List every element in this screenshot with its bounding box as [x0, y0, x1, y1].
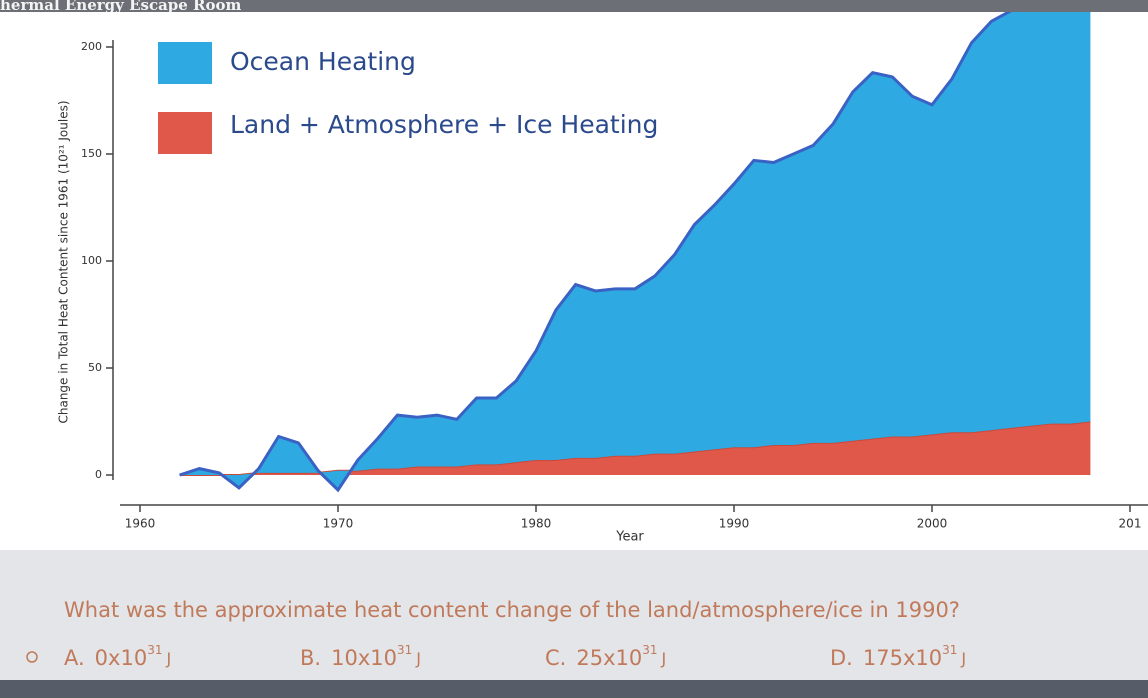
option-letter: C.: [545, 646, 566, 670]
option-unit: J: [415, 649, 421, 668]
legend-swatch: [158, 42, 212, 84]
x-axis-label: Year: [615, 530, 644, 545]
window-title: hermal Energy Escape Room: [0, 0, 242, 14]
option-unit: J: [960, 649, 966, 668]
option-exp: 31: [147, 643, 162, 657]
answer-option[interactable]: B. 10x1031 J: [300, 643, 421, 671]
question-text: What was the approximate heat content ch…: [64, 598, 960, 622]
legend-label: Ocean Heating: [230, 47, 416, 76]
option-letter: B.: [300, 646, 321, 670]
legend-swatch: [158, 112, 212, 154]
legend-label: Land + Atmosphere + Ice Heating: [230, 110, 658, 139]
option-base: 175x10: [863, 646, 942, 670]
option-unit: J: [165, 649, 171, 668]
x-tick-label: 1990: [719, 517, 750, 531]
option-exp: 31: [397, 643, 412, 657]
option-base: 25x10: [576, 646, 642, 670]
plot-area: [179, 12, 1091, 493]
option-unit: J: [661, 649, 667, 668]
y-tick-label: 150: [81, 147, 102, 160]
option-exp: 31: [942, 643, 957, 657]
answer-option[interactable]: A. 0x1031 J: [64, 643, 171, 671]
title-bar: [0, 0, 1148, 12]
answer-option[interactable]: D. 175x1031 J: [830, 643, 966, 671]
answer-option[interactable]: C. 25x1031 J: [545, 643, 666, 671]
screen-bezel: [0, 680, 1148, 698]
question-area: What was the approximate heat content ch…: [26, 598, 966, 671]
option-letter: A.: [64, 646, 85, 670]
x-tick-label: 1960: [125, 517, 156, 531]
axes: 0 50 100 150 200 Change in Total Heat Content…: [57, 40, 1148, 545]
area: [179, 12, 1091, 490]
y-tick-label: 50: [88, 361, 102, 374]
y-tick-label: 0: [95, 468, 102, 481]
y-tick-label: 200: [81, 40, 102, 53]
x-tick-label: 2000: [917, 517, 948, 531]
x-tick-label: 201: [1119, 517, 1142, 531]
option-exp: 31: [642, 643, 657, 657]
y-axis-label: Change in Total Heat Content since 1961 …: [57, 100, 71, 423]
area-edge: [179, 12, 1012, 493]
option-base: 10x10: [331, 646, 397, 670]
x-tick-label: 1980: [521, 517, 552, 531]
option-base: 0x10: [95, 646, 148, 670]
option-letter: D.: [830, 646, 853, 670]
radio-button[interactable]: [26, 651, 38, 663]
x-tick-label: 1970: [323, 517, 354, 531]
y-tick-label: 100: [81, 254, 102, 267]
area: [179, 421, 1091, 476]
